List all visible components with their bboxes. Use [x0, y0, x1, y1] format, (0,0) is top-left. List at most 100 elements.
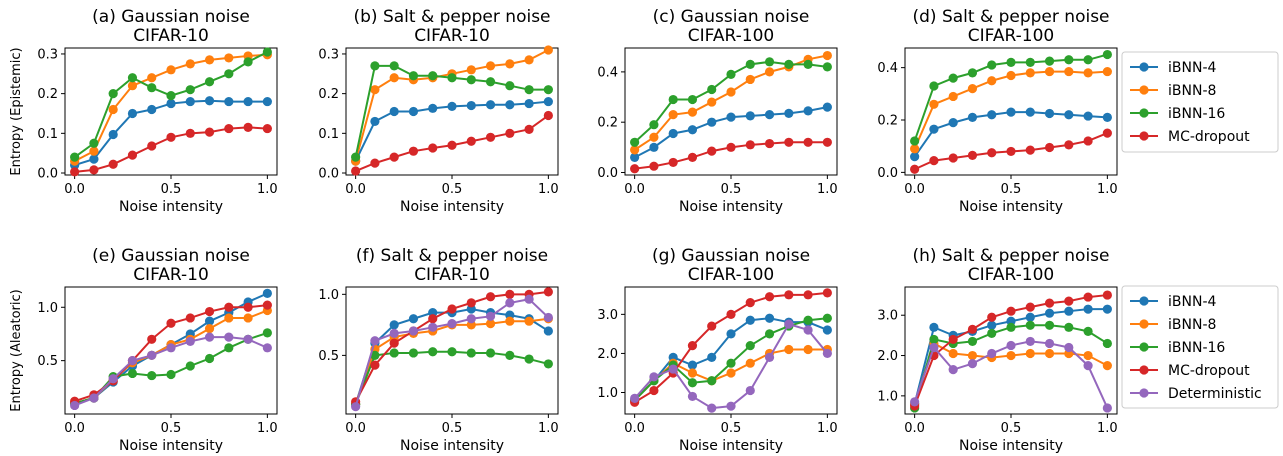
- data-point: [967, 83, 978, 94]
- data-point: [1083, 304, 1093, 314]
- data-point: [505, 298, 515, 308]
- y-tick-label: 0.0: [597, 166, 618, 181]
- data-point: [948, 348, 958, 359]
- data-point: [108, 159, 118, 169]
- data-point: [1083, 136, 1093, 146]
- data-point: [822, 102, 832, 112]
- data-point: [147, 73, 157, 83]
- data-point: [784, 319, 794, 329]
- y-tick-label: 0.5: [37, 354, 58, 369]
- data-point: [822, 62, 832, 72]
- data-point: [262, 123, 272, 134]
- data-point: [204, 55, 215, 65]
- data-point: [389, 152, 399, 162]
- data-point: [1025, 68, 1035, 78]
- data-point: [370, 116, 380, 127]
- data-point: [70, 152, 80, 162]
- series-ibnn-8: [910, 66, 1112, 154]
- data-point: [668, 94, 678, 105]
- data-point: [803, 290, 813, 300]
- x-tick-label: 0.5: [1001, 182, 1022, 197]
- data-point: [147, 350, 157, 360]
- data-point: [127, 73, 138, 83]
- data-point: [466, 298, 476, 308]
- series-ibnn-16: [70, 328, 272, 408]
- data-point: [707, 146, 717, 156]
- data-point: [1044, 142, 1055, 153]
- data-point: [224, 123, 234, 134]
- data-point: [1102, 66, 1112, 77]
- data-point: [1102, 128, 1112, 138]
- data-point: [351, 152, 361, 162]
- data-point: [543, 326, 553, 336]
- data-point: [745, 111, 755, 121]
- data-point: [649, 142, 659, 152]
- series-line: [913, 324, 1108, 409]
- data-point: [370, 158, 380, 168]
- subplot-g: (g) Gaussian noise CIFAR-100 0.0 0.5 1.0 1.0 2…: [597, 246, 837, 454]
- data-point: [726, 309, 736, 319]
- data-point: [1044, 338, 1055, 349]
- data-point: [224, 302, 234, 312]
- subplot-title-line: CIFAR-10: [414, 26, 490, 46]
- data-point: [948, 73, 958, 83]
- series-ibnn-4: [70, 96, 272, 170]
- series-ibnn-16: [910, 320, 1112, 413]
- y-tick-label: 0.0: [877, 166, 898, 181]
- data-point: [1044, 108, 1055, 119]
- data-point: [687, 125, 698, 135]
- data-point: [389, 338, 399, 348]
- legend-entry: Deterministic: [1130, 386, 1262, 402]
- data-point: [262, 300, 272, 310]
- data-point: [822, 50, 832, 61]
- data-point: [505, 81, 515, 91]
- series-ibnn-8: [351, 314, 553, 409]
- series-ibnn-16: [630, 57, 832, 147]
- data-point: [185, 361, 195, 371]
- data-point: [447, 101, 457, 111]
- series-line: [634, 54, 828, 151]
- series-mc-dropout: [630, 137, 832, 174]
- data-point: [630, 393, 640, 403]
- data-point: [224, 343, 234, 353]
- data-point: [764, 110, 775, 120]
- data-point: [1044, 66, 1055, 77]
- legend-marker: [1139, 296, 1149, 306]
- data-point: [1006, 70, 1016, 81]
- data-point: [649, 132, 659, 142]
- data-point: [803, 315, 813, 325]
- data-point: [764, 57, 775, 67]
- data-point: [543, 45, 553, 55]
- data-point: [89, 393, 99, 403]
- data-point: [668, 110, 678, 120]
- data-point: [166, 318, 176, 328]
- data-point: [262, 47, 272, 57]
- data-point: [243, 313, 253, 323]
- series-ibnn-4: [351, 96, 553, 166]
- data-point: [243, 96, 253, 107]
- legend-label: Deterministic: [1168, 386, 1262, 402]
- x-tick-label: 1.0: [1097, 182, 1118, 197]
- data-point: [447, 73, 457, 83]
- data-point: [70, 400, 80, 411]
- legend-entry: iBNN-4: [1130, 60, 1216, 76]
- data-point: [1006, 146, 1016, 157]
- data-point: [1064, 306, 1074, 316]
- data-point: [89, 146, 99, 156]
- legend-entry: MC-dropout: [1130, 363, 1250, 379]
- data-point: [428, 314, 438, 324]
- data-point: [948, 365, 958, 375]
- x-tick-label: 0.5: [161, 182, 182, 197]
- subplot-title: (e) Gaussian noise CIFAR-10: [92, 246, 250, 285]
- data-point: [1064, 110, 1074, 120]
- data-point: [1083, 326, 1093, 336]
- data-point: [687, 94, 698, 105]
- data-point: [967, 68, 978, 78]
- data-point: [166, 98, 176, 109]
- data-point: [127, 81, 138, 91]
- legend-row-1: iBNN-4 iBNN-8 iBNN-16 MC-dropout: [1121, 51, 1279, 153]
- legend-label: iBNN-4: [1168, 60, 1216, 76]
- legend-label: iBNN-8: [1168, 83, 1216, 99]
- data-point: [127, 108, 138, 119]
- data-point: [1006, 322, 1016, 332]
